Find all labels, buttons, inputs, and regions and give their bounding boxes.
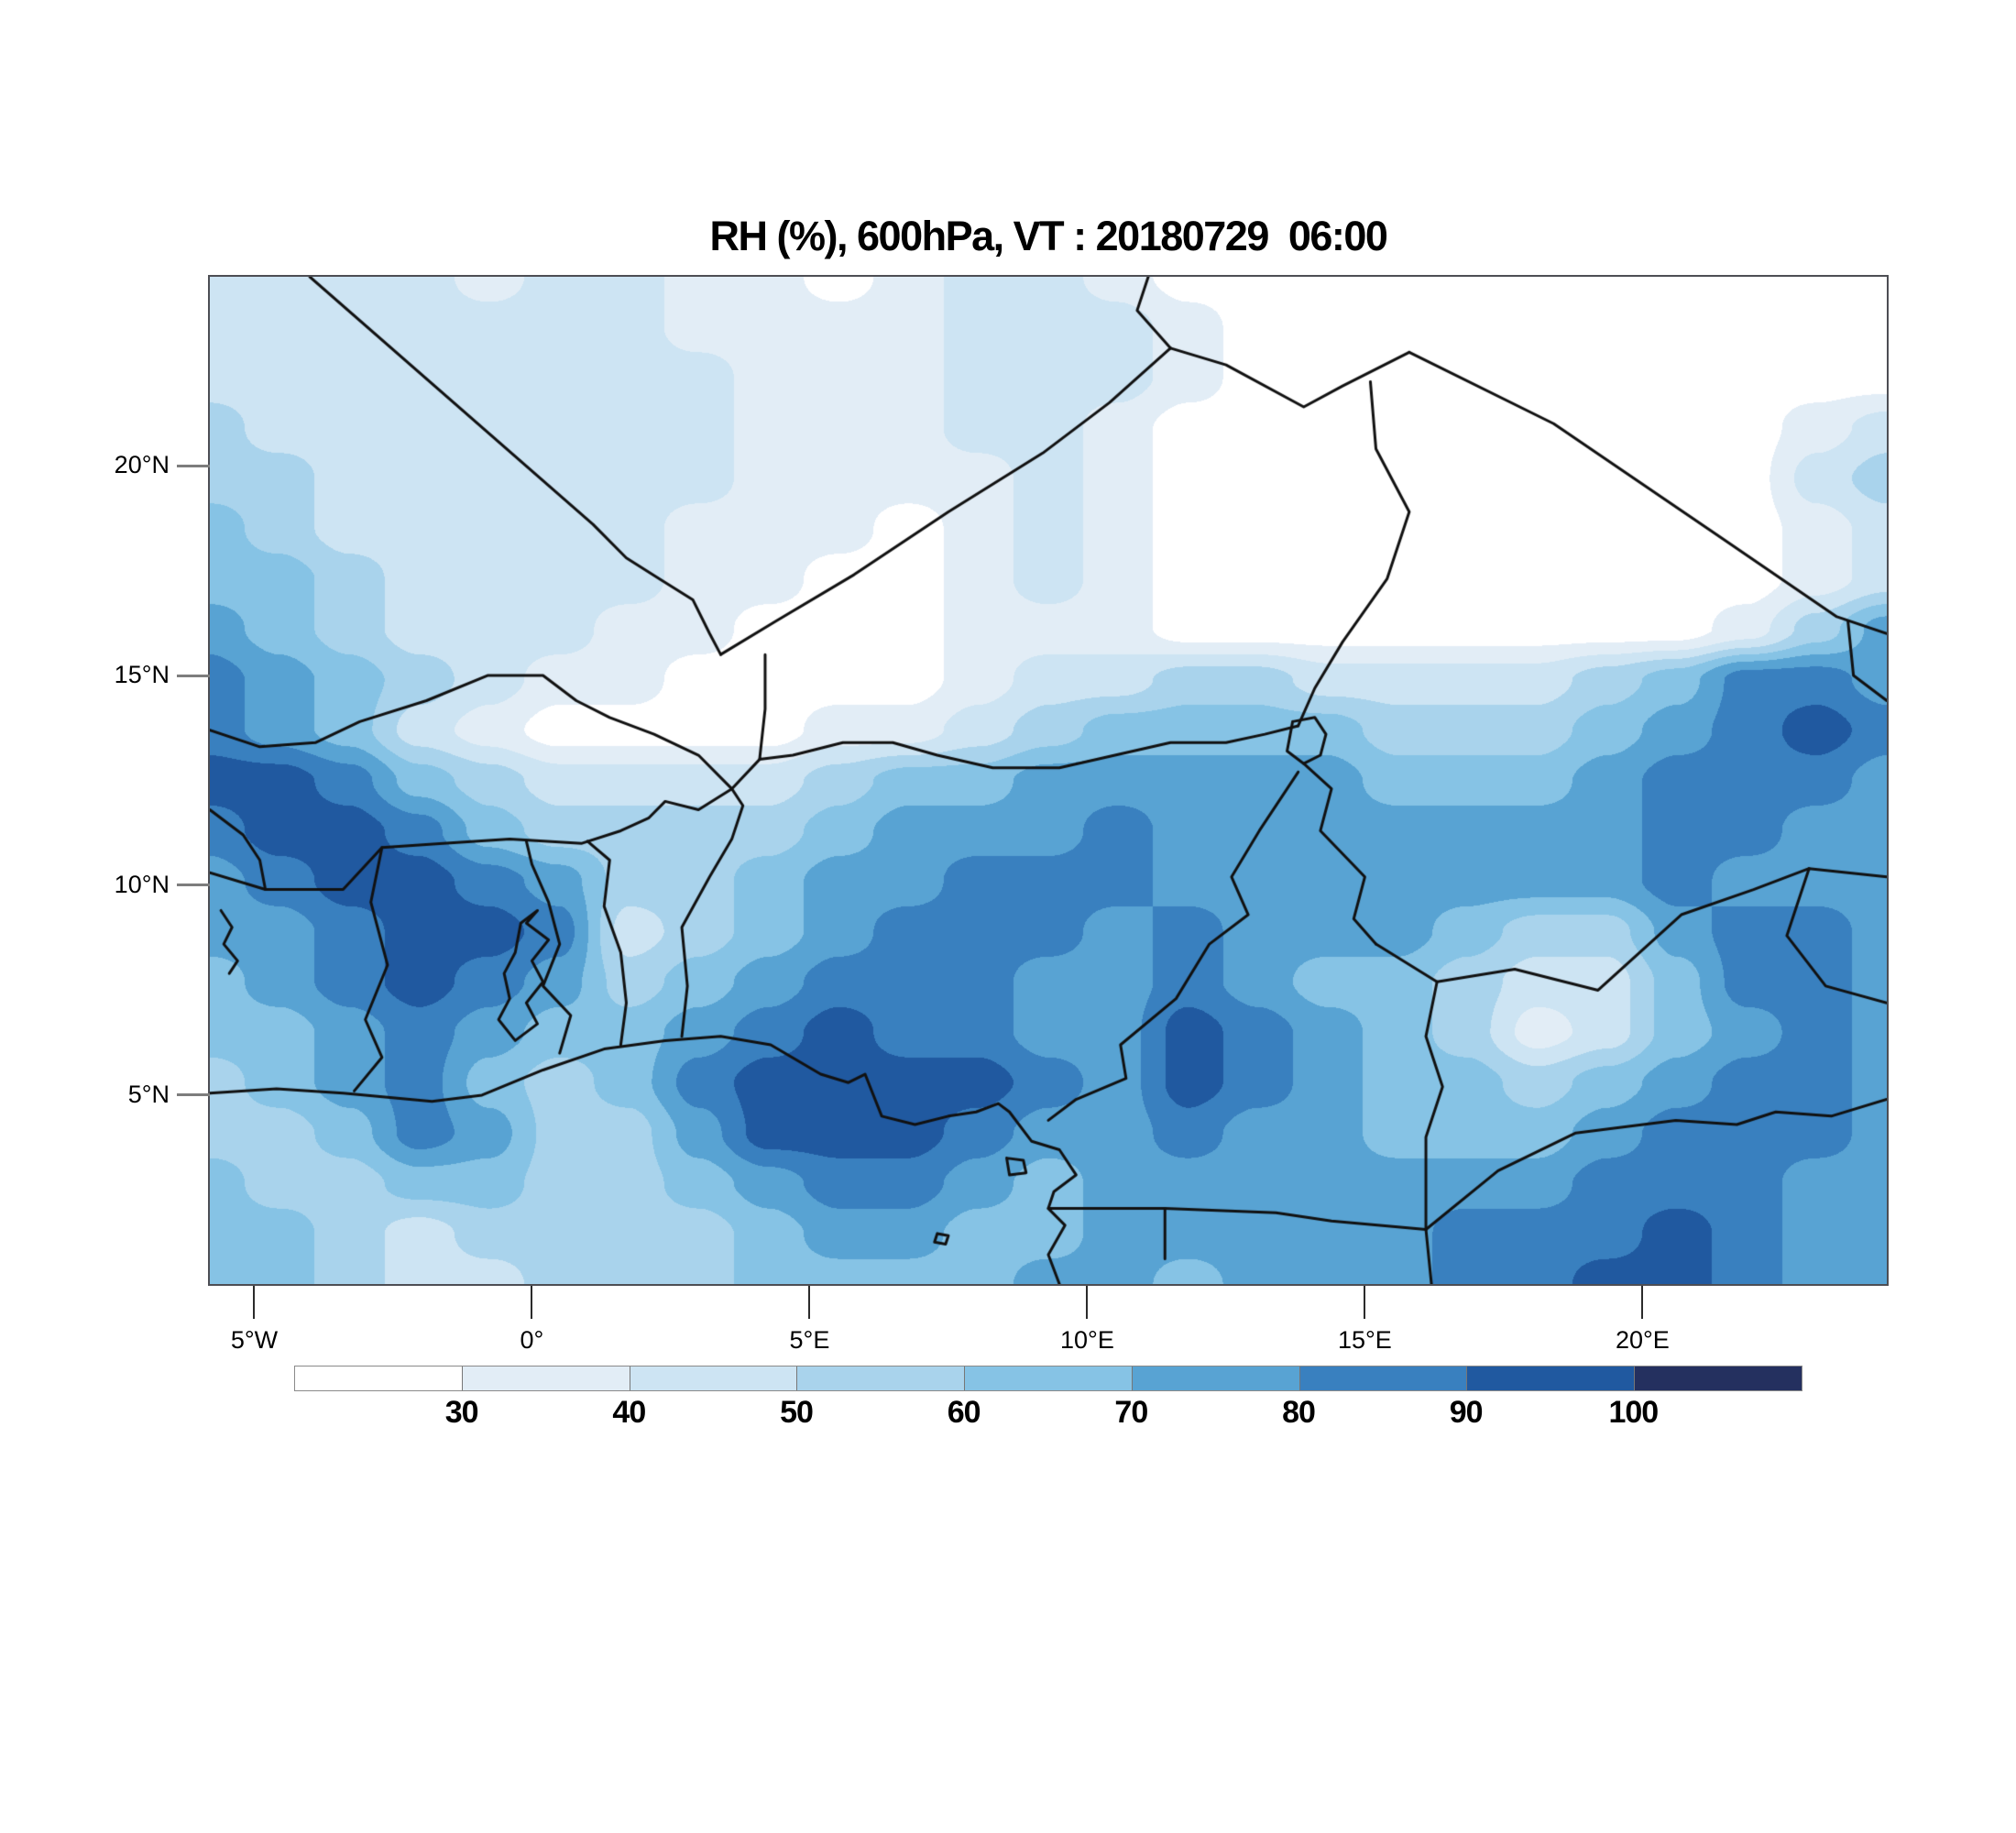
- lon-tick-label: 20°E: [1615, 1326, 1670, 1354]
- colorbar-segment: [1635, 1367, 1802, 1390]
- lon-tick-label: 5°W: [230, 1326, 279, 1354]
- colorbar-segment: [1299, 1367, 1468, 1390]
- colorbar-segment: [965, 1367, 1133, 1390]
- colorbar-segment: [1132, 1367, 1300, 1390]
- colorbar-tick-label: 30: [444, 1395, 479, 1430]
- lat-tick-label: 15°N: [114, 661, 170, 689]
- lon-tick-line: [1086, 1286, 1089, 1319]
- colorbar-tick-label: 90: [1449, 1395, 1484, 1430]
- lon-tick-line: [1641, 1286, 1644, 1319]
- colorbar-segment: [295, 1367, 463, 1390]
- plot-title: RH (%), 600hPa, VT : 20180729 06:00: [709, 213, 1388, 259]
- colorbar-tick-label: 80: [1282, 1395, 1316, 1430]
- lat-tick-line: [177, 674, 210, 677]
- lat-tick-label: 10°N: [114, 870, 170, 898]
- lon-tick-line: [1364, 1286, 1366, 1319]
- colorbar: [294, 1366, 1802, 1391]
- lon-tick-line: [253, 1286, 256, 1319]
- lon-tick-line: [531, 1286, 533, 1319]
- lon-tick-label: 0°: [520, 1326, 544, 1354]
- lon-tick-label: 5°E: [789, 1326, 830, 1354]
- lon-tick-label: 15°E: [1337, 1326, 1392, 1354]
- map-area: [208, 275, 1889, 1286]
- lat-tick-line: [177, 1093, 210, 1097]
- colorbar-tick-label: 100: [1608, 1395, 1659, 1430]
- lat-tick-label: 5°N: [127, 1080, 170, 1108]
- rh-contour-map: [210, 277, 1887, 1284]
- lat-tick-label: 20°N: [114, 451, 170, 479]
- colorbar-segment: [797, 1367, 966, 1390]
- lat-tick-line: [177, 464, 210, 467]
- colorbar-tick-label: 60: [947, 1395, 981, 1430]
- colorbar-tick-label: 50: [780, 1395, 814, 1430]
- colorbar-segment: [630, 1367, 798, 1390]
- lon-tick-line: [808, 1286, 811, 1319]
- colorbar-tick-label: 40: [612, 1395, 646, 1430]
- lon-tick-label: 10°E: [1059, 1326, 1114, 1354]
- lat-tick-line: [177, 884, 210, 887]
- colorbar-tick-label: 70: [1114, 1395, 1148, 1430]
- colorbar-segment: [462, 1367, 630, 1390]
- colorbar-segment: [1467, 1367, 1636, 1390]
